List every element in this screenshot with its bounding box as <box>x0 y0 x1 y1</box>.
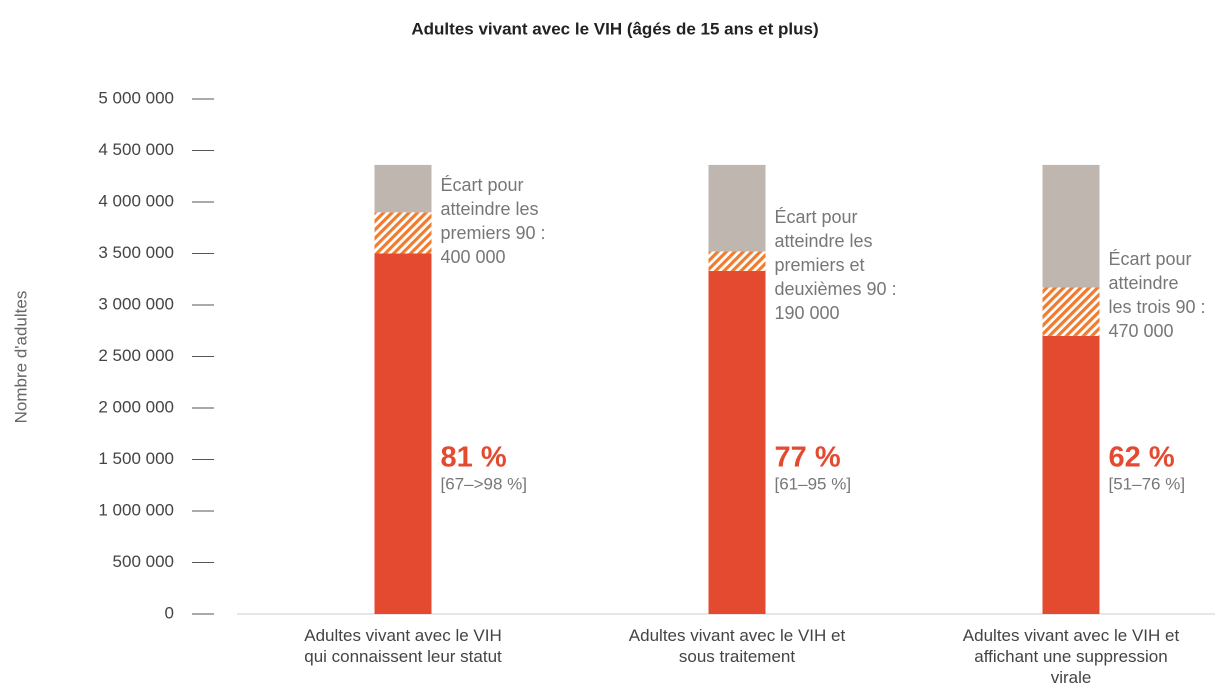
bar-segment <box>374 164 432 213</box>
y-tick-label: 2 500 000 <box>98 346 174 365</box>
gap-value-label: 470 000 <box>1109 321 1174 341</box>
percent-label: 77 % <box>775 442 841 474</box>
range-label: [61–95 %] <box>775 474 852 493</box>
gap-segment <box>374 212 432 254</box>
y-tick-label: 3 000 000 <box>98 294 174 313</box>
y-tick-label: 1 000 000 <box>98 500 174 519</box>
bar-segment <box>374 253 432 614</box>
annotation-text: atteindre les <box>441 199 539 219</box>
range-label: [67–>98 %] <box>441 474 528 493</box>
x-tick-label: Adultes vivant avec le VIH qui connaisse… <box>304 626 502 666</box>
y-tick-label: 4 000 000 <box>98 191 174 210</box>
annotation-text: Écart pour <box>1109 249 1192 269</box>
y-tick-label: 500 000 <box>113 552 174 571</box>
annotation-text: les trois 90 : <box>1109 297 1206 317</box>
range-label: [51–76 %] <box>1109 474 1186 493</box>
annotation-text: Écart pour <box>441 175 524 195</box>
annotation-text: atteindre <box>1109 273 1179 293</box>
bar-segment <box>1042 164 1100 288</box>
bar-segment <box>708 164 766 252</box>
gap-segment <box>708 251 766 272</box>
annotation-text: atteindre les <box>775 231 873 251</box>
y-tick-label: 3 500 000 <box>98 243 174 262</box>
percent-label: 62 % <box>1109 442 1175 474</box>
y-tick-label: 2 000 000 <box>98 397 174 416</box>
y-axis-label: Nombre d'adultes <box>11 291 30 424</box>
bar-segment <box>1042 335 1100 614</box>
x-tick-label: Adultes vivant avec le VIH et sous trait… <box>628 626 846 666</box>
y-tick-label: 4 500 000 <box>98 140 174 159</box>
gap-segment <box>1042 287 1100 336</box>
annotation-text: premiers et <box>775 255 865 275</box>
annotation-text: Écart pour <box>775 207 858 227</box>
gap-value-label: 190 000 <box>775 303 840 323</box>
x-tick-label: Adultes vivant avec le VIH et affichant … <box>962 626 1180 687</box>
percent-label: 81 % <box>441 442 507 474</box>
gap-value-label: 400 000 <box>441 247 506 267</box>
annotation-text: deuxièmes 90 : <box>775 279 897 299</box>
chart-title: Adultes vivant avec le VIH (âgés de 15 a… <box>411 19 818 38</box>
annotation-text: premiers 90 : <box>441 223 546 243</box>
bar-segment <box>708 271 766 614</box>
y-tick-label: 5 000 000 <box>98 88 174 107</box>
y-tick-label: 0 <box>165 603 174 622</box>
y-tick-label: 1 500 000 <box>98 449 174 468</box>
